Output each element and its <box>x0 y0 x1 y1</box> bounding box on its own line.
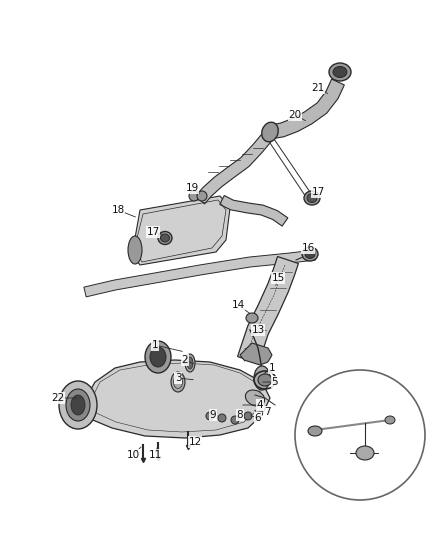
Ellipse shape <box>145 341 171 373</box>
Ellipse shape <box>333 67 347 77</box>
Text: 16: 16 <box>301 243 314 253</box>
Ellipse shape <box>128 236 142 264</box>
Ellipse shape <box>258 374 272 386</box>
Ellipse shape <box>254 366 270 390</box>
Polygon shape <box>237 256 298 364</box>
Text: 13: 13 <box>251 325 265 335</box>
Polygon shape <box>269 79 344 139</box>
Text: 20: 20 <box>289 110 301 120</box>
Polygon shape <box>130 196 230 265</box>
Ellipse shape <box>150 347 166 367</box>
Polygon shape <box>195 132 272 204</box>
Polygon shape <box>240 343 272 365</box>
Ellipse shape <box>160 234 170 242</box>
Polygon shape <box>84 250 316 297</box>
Ellipse shape <box>59 381 97 429</box>
Text: 5: 5 <box>272 377 278 387</box>
Text: 11: 11 <box>148 450 162 460</box>
Text: 12: 12 <box>188 437 201 447</box>
Text: 17: 17 <box>311 187 325 197</box>
Text: 21: 21 <box>311 83 325 93</box>
Ellipse shape <box>385 416 395 424</box>
Text: 18: 18 <box>111 205 125 215</box>
Ellipse shape <box>206 412 214 420</box>
Ellipse shape <box>329 63 351 81</box>
Ellipse shape <box>66 389 90 421</box>
Ellipse shape <box>305 249 315 259</box>
Ellipse shape <box>245 390 265 406</box>
Text: 4: 4 <box>257 400 263 410</box>
Polygon shape <box>220 196 288 226</box>
Text: 8: 8 <box>237 410 244 420</box>
Ellipse shape <box>307 193 317 203</box>
Ellipse shape <box>71 395 85 415</box>
Ellipse shape <box>244 412 252 420</box>
Ellipse shape <box>231 416 239 424</box>
Ellipse shape <box>356 446 374 460</box>
Polygon shape <box>82 360 270 438</box>
Ellipse shape <box>246 313 258 323</box>
Text: 3: 3 <box>175 373 181 383</box>
Text: 22: 22 <box>51 393 65 403</box>
Ellipse shape <box>262 122 278 142</box>
Text: 1: 1 <box>152 340 158 350</box>
Text: 17: 17 <box>146 227 159 237</box>
Text: 15: 15 <box>272 273 285 283</box>
Text: 1: 1 <box>268 363 276 373</box>
Ellipse shape <box>171 372 185 392</box>
Ellipse shape <box>158 231 172 245</box>
Ellipse shape <box>304 191 320 205</box>
Ellipse shape <box>302 247 318 261</box>
Text: 2: 2 <box>182 355 188 365</box>
Text: 19: 19 <box>185 183 198 193</box>
Text: 6: 6 <box>254 413 261 423</box>
Ellipse shape <box>197 191 207 201</box>
Ellipse shape <box>308 426 322 436</box>
Text: 14: 14 <box>231 300 245 310</box>
Text: 9: 9 <box>210 410 216 420</box>
Text: 10: 10 <box>127 450 140 460</box>
Ellipse shape <box>218 414 226 422</box>
Ellipse shape <box>185 354 195 372</box>
Ellipse shape <box>189 191 199 201</box>
Ellipse shape <box>187 357 193 369</box>
Text: 7: 7 <box>264 407 270 417</box>
